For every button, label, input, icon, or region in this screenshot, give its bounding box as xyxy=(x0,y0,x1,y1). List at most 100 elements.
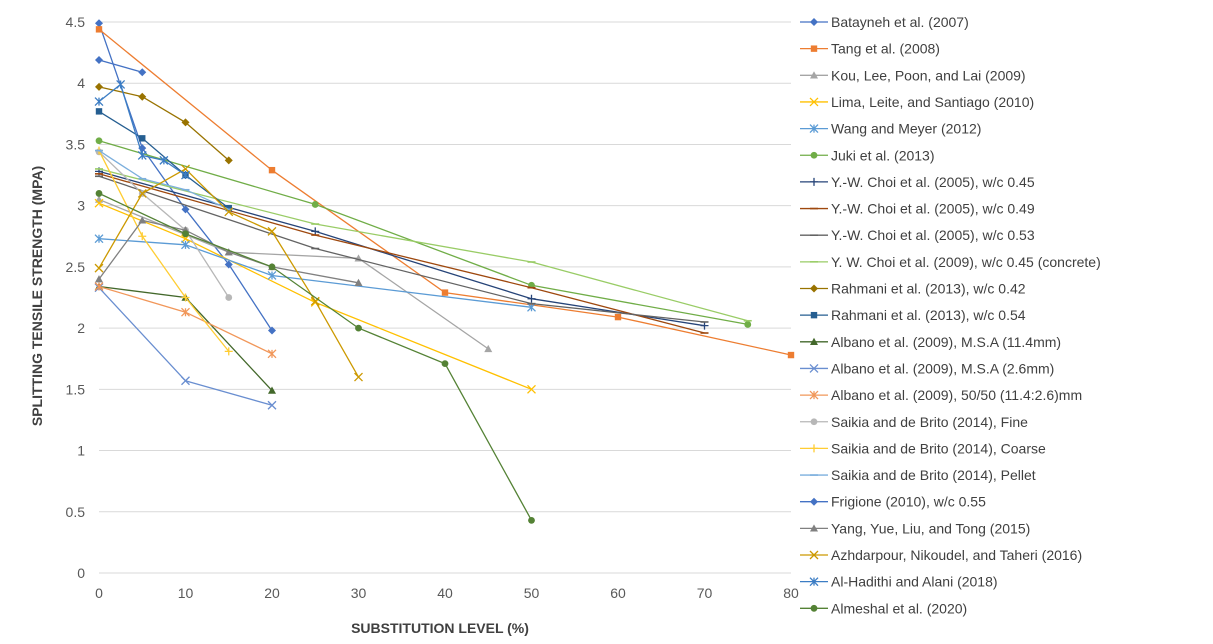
legend-label: Saikia and de Brito (2014), Fine xyxy=(831,414,1028,430)
series-2 xyxy=(95,26,795,359)
legend-item: Saikia and de Brito (2014), Pellet xyxy=(800,467,1036,483)
legend-label: Saikia and de Brito (2014), Coarse xyxy=(831,440,1046,456)
data-point xyxy=(809,390,819,400)
data-point xyxy=(441,289,449,296)
y-tick-label: 0.5 xyxy=(66,504,86,520)
data-point xyxy=(181,376,190,386)
series-layer xyxy=(94,19,795,524)
x-tick-label: 80 xyxy=(783,585,799,601)
x-tick-label: 40 xyxy=(437,585,453,601)
data-point xyxy=(810,284,818,293)
y-axis-ticks: 0 0.5 1 1.5 2 2.5 3 3.5 4 4.5 xyxy=(66,14,86,581)
legend-label: Saikia and de Brito (2014), Pellet xyxy=(831,467,1036,483)
data-point xyxy=(268,263,276,271)
legend-item: Rahmani et al. (2013), w/c 0.42 xyxy=(800,281,1026,297)
x-tick-label: 20 xyxy=(264,585,280,601)
data-point xyxy=(95,275,103,283)
data-point xyxy=(810,71,818,79)
data-point xyxy=(95,55,103,64)
legend-item: Wang and Meyer (2012) xyxy=(800,121,981,137)
series-line xyxy=(98,150,230,210)
legend-label: Juki et al. (2013) xyxy=(831,147,935,163)
series-line xyxy=(98,150,230,352)
data-point xyxy=(138,216,147,224)
data-point xyxy=(267,226,277,236)
series-14 xyxy=(94,283,277,410)
series-line xyxy=(98,28,792,356)
data-point xyxy=(810,497,818,506)
x-axis-label: SUBSTITUTION LEVEL (%) xyxy=(351,620,529,636)
data-point xyxy=(355,324,362,332)
legend-item: Azhdarpour, Nikoudel, and Taheri (2016) xyxy=(800,547,1082,563)
legend-item: Rahmani et al. (2013), w/c 0.54 xyxy=(800,307,1026,323)
legend-label: Almeshal et al. (2020) xyxy=(831,600,967,616)
legend-item: Batayneh et al. (2007) xyxy=(800,14,969,30)
data-point xyxy=(527,384,536,394)
data-point xyxy=(95,137,103,145)
data-point xyxy=(484,344,493,353)
y-axis-label: SPLITTING TENSILE STRENGTH (MPA) xyxy=(29,166,45,426)
data-point xyxy=(810,604,818,612)
y-tick-label: 1 xyxy=(77,443,85,459)
data-point xyxy=(225,294,233,301)
legend-label: Y.-W. Choi et al. (2005), w/c 0.45 xyxy=(831,174,1035,190)
legend-label: Albano et al. (2009), 50/50 (11.4:2.6)mm xyxy=(831,387,1082,403)
legend-label: Lima, Leite, and Santiago (2010) xyxy=(831,94,1034,110)
series-line xyxy=(98,173,705,334)
legend-label: Albano et al. (2009), M.S.A (2.6mm) xyxy=(831,360,1054,376)
x-tick-label: 0 xyxy=(95,585,103,601)
data-point xyxy=(95,108,103,115)
series-line xyxy=(98,140,748,326)
y-tick-label: 4.5 xyxy=(66,14,86,30)
series-line xyxy=(98,192,533,521)
series-line xyxy=(98,59,143,73)
data-point xyxy=(810,45,818,52)
data-point xyxy=(181,240,190,250)
data-point xyxy=(224,156,233,165)
legend-label: Albano et al. (2009), M.S.A (11.4mm) xyxy=(831,334,1061,350)
data-point xyxy=(224,347,233,356)
series-line xyxy=(98,151,230,298)
series-15 xyxy=(94,282,277,359)
data-point xyxy=(810,18,818,26)
data-point xyxy=(94,97,104,107)
legend-label: Y.-W. Choi et al. (2005), w/c 0.49 xyxy=(831,201,1035,217)
legend-label: Al-Hadithi and Alani (2018) xyxy=(831,574,998,590)
data-point xyxy=(614,313,622,321)
data-point xyxy=(94,263,104,273)
legend-item: Y.-W. Choi et al. (2005), w/c 0.49 xyxy=(800,201,1035,217)
data-point xyxy=(354,372,363,382)
x-tick-label: 10 xyxy=(178,585,194,601)
series-line xyxy=(98,219,359,284)
legend-label: Batayneh et al. (2007) xyxy=(831,14,969,30)
data-point xyxy=(267,400,277,410)
data-point xyxy=(810,337,818,345)
gridlines xyxy=(99,21,791,574)
series-6 xyxy=(95,137,752,328)
legend-item: Saikia and de Brito (2014), Fine xyxy=(800,414,1028,430)
y-tick-label: 4 xyxy=(77,75,85,91)
data-point xyxy=(528,516,535,524)
legend-label: Wang and Meyer (2012) xyxy=(831,121,981,137)
series-8 xyxy=(95,173,709,334)
data-point xyxy=(268,166,276,174)
series-11 xyxy=(95,82,233,165)
data-point xyxy=(809,577,819,587)
y-tick-label: 2.5 xyxy=(66,259,86,275)
legend-item: Juki et al. (2013) xyxy=(800,147,935,163)
data-point xyxy=(310,296,320,306)
data-point xyxy=(95,19,103,28)
data-point xyxy=(138,68,147,77)
series-line xyxy=(98,287,273,406)
y-tick-label: 0 xyxy=(77,565,85,581)
legend-item: Y. W. Choi et al. (2009), w/c 0.45 (conc… xyxy=(800,254,1101,270)
legend-item: Almeshal et al. (2020) xyxy=(800,600,967,616)
legend-label: Y. W. Choi et al. (2009), w/c 0.45 (conc… xyxy=(831,254,1101,270)
data-point xyxy=(810,177,818,186)
series-9 xyxy=(95,175,709,323)
data-point xyxy=(809,550,819,560)
legend-item: Y.-W. Choi et al. (2005), w/c 0.45 xyxy=(800,174,1035,190)
legend-label: Azhdarpour, Nikoudel, and Taheri (2016) xyxy=(831,547,1082,563)
